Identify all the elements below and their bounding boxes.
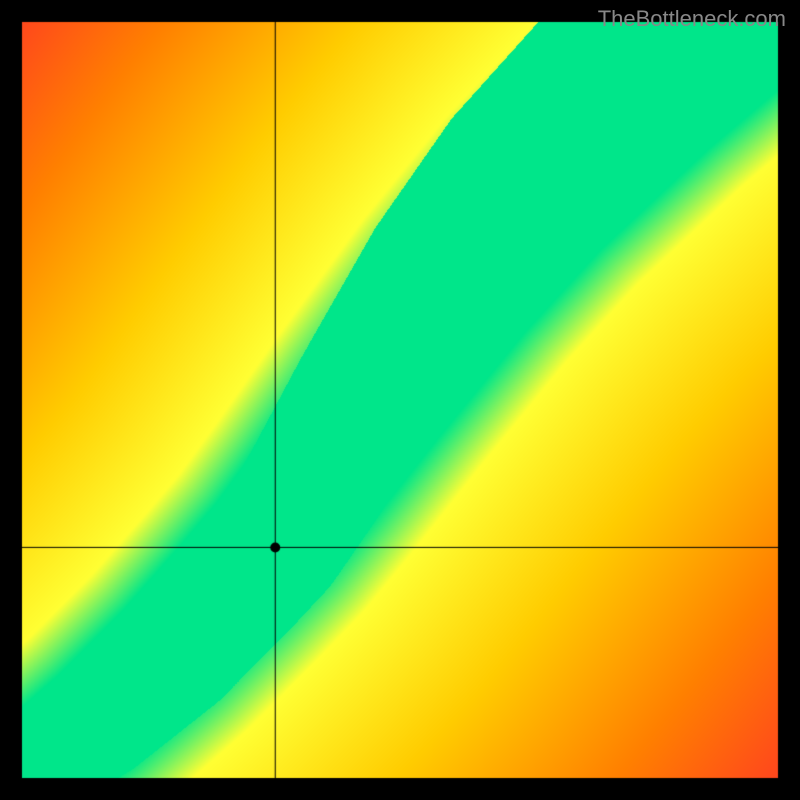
- heatmap-canvas: [0, 0, 800, 800]
- chart-container: TheBottleneck.com: [0, 0, 800, 800]
- watermark-text: TheBottleneck.com: [598, 6, 786, 32]
